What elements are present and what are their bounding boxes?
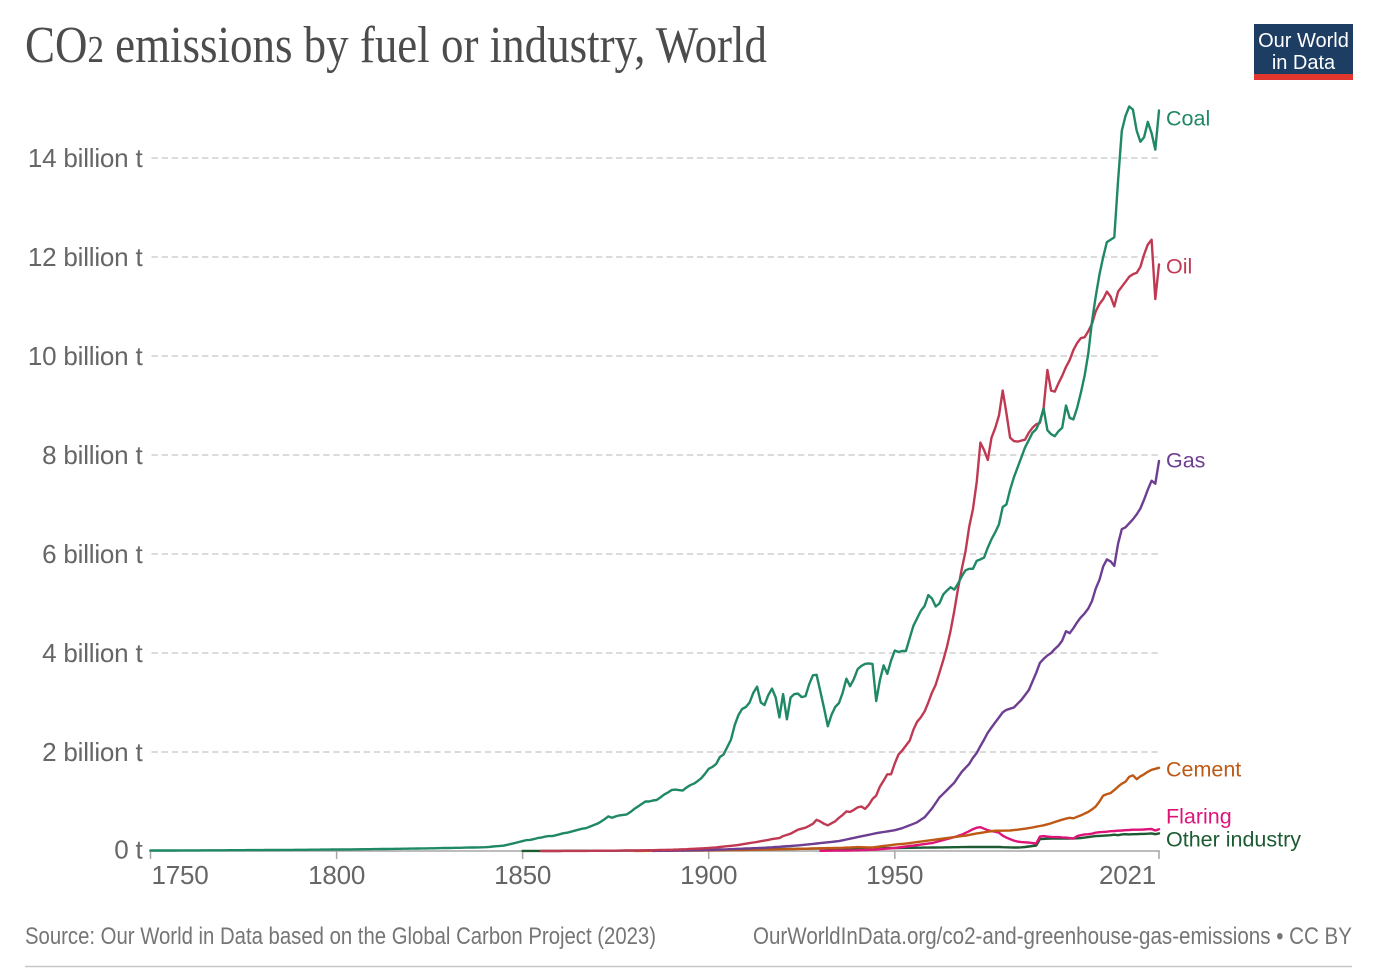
svg-text:Our World: Our World: [1258, 30, 1349, 52]
svg-text:in Data: in Data: [1272, 52, 1336, 74]
svg-text:1800: 1800: [308, 860, 365, 890]
svg-text:Other industry: Other industry: [1166, 828, 1301, 852]
svg-text:8 billion t: 8 billion t: [42, 440, 143, 470]
svg-text:2 billion t: 2 billion t: [42, 737, 143, 767]
svg-text:Cement: Cement: [1166, 758, 1241, 782]
svg-text:Coal: Coal: [1166, 107, 1210, 131]
svg-text:1850: 1850: [494, 860, 551, 890]
svg-text:1750: 1750: [152, 860, 209, 890]
svg-text:1950: 1950: [866, 860, 923, 890]
svg-text:0 t: 0 t: [114, 835, 143, 865]
svg-text:Source: Our World in Data base: Source: Our World in Data based on the G…: [25, 923, 656, 950]
svg-text:2021: 2021: [1099, 860, 1156, 890]
svg-text:6 billion t: 6 billion t: [42, 539, 143, 569]
svg-text:Flaring: Flaring: [1166, 805, 1232, 829]
svg-text:4 billion t: 4 billion t: [42, 638, 143, 668]
svg-text:Gas: Gas: [1166, 449, 1205, 473]
svg-text:1900: 1900: [680, 860, 737, 890]
svg-text:12 billion t: 12 billion t: [28, 242, 144, 272]
svg-text:OurWorldInData.org/co2-and-gre: OurWorldInData.org/co2-and-greenhouse-ga…: [753, 923, 1352, 950]
svg-text:Oil: Oil: [1166, 255, 1192, 279]
svg-text:10 billion t: 10 billion t: [28, 341, 144, 371]
svg-text:CO2 emissions by fuel or indus: CO2 emissions by fuel or industry, World: [25, 17, 767, 74]
svg-text:14 billion t: 14 billion t: [28, 143, 144, 173]
